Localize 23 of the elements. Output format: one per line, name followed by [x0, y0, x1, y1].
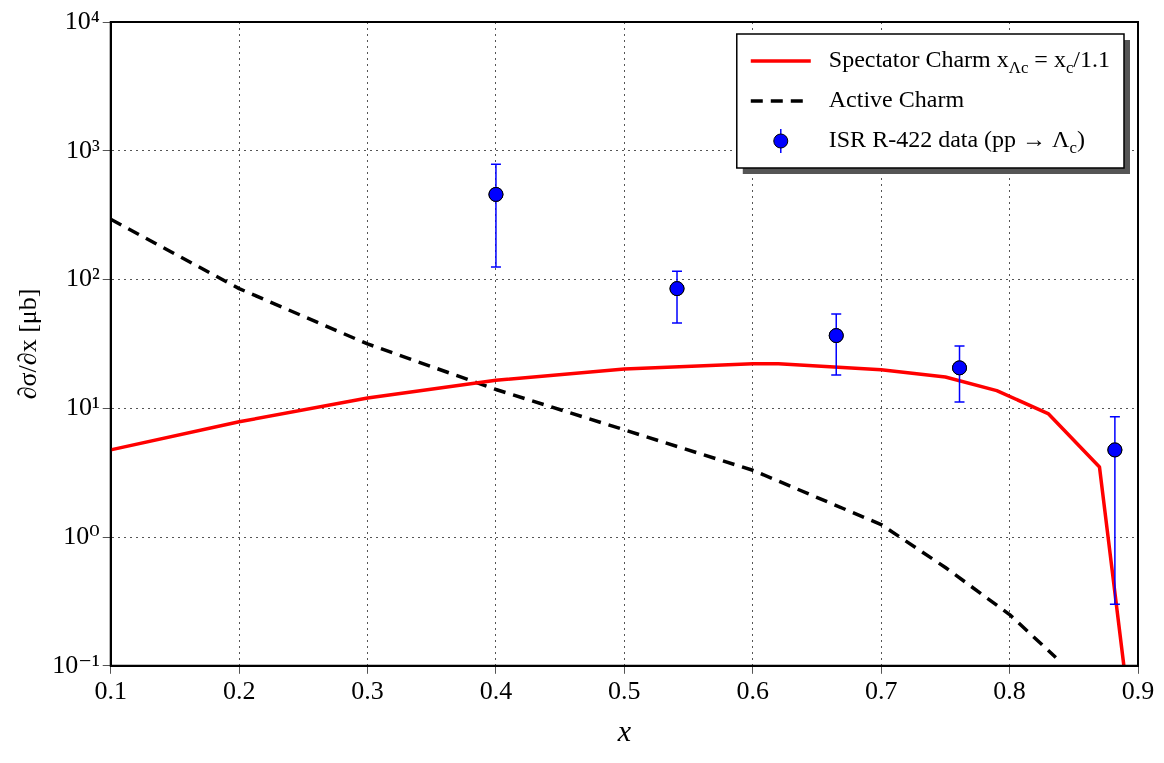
point	[1107, 442, 1123, 458]
y-tick-label: 10³	[65, 134, 100, 164]
point	[828, 328, 844, 344]
x-tick-label: 0.3	[351, 676, 384, 706]
y-tick-label: 10¹	[65, 392, 100, 422]
y-tick-label: 10⁰	[63, 520, 100, 550]
point	[488, 186, 504, 202]
x-tick-label: 0.4	[479, 676, 513, 706]
x-tick-label: 0.1	[94, 676, 127, 706]
y-tick-label: 10²	[65, 263, 100, 293]
x-tick-label: 0.5	[608, 676, 641, 706]
x-tick-label: 0.2	[222, 676, 256, 706]
point	[952, 360, 968, 376]
x-tick-label: 0.9	[1121, 676, 1155, 706]
y-axis-title: ∂σ/∂x [μb]	[13, 288, 43, 400]
y-tick-label: 10⁴	[64, 5, 100, 35]
x-tick-label: 0.7	[864, 676, 898, 706]
legend-label: Active Charm	[828, 86, 965, 113]
point	[669, 281, 685, 297]
x-axis-title: x	[616, 713, 632, 747]
x-tick-label: 0.8	[993, 676, 1026, 706]
x-tick-label: 0.6	[736, 676, 770, 706]
y-tick-label: 10⁻¹	[52, 649, 100, 679]
